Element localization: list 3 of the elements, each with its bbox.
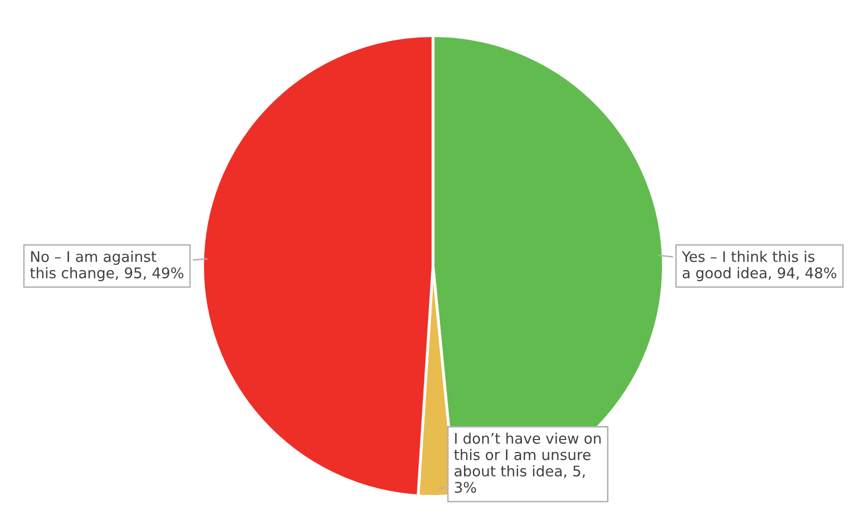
slice-label: Yes – I think this is a good idea, 94, 48% xyxy=(682,250,836,282)
slice-label: I don’t have view on this or I am unsure about this idea, 5, 3% xyxy=(454,432,601,493)
slice-label: No – I am against this change, 95, 49% xyxy=(30,250,184,282)
